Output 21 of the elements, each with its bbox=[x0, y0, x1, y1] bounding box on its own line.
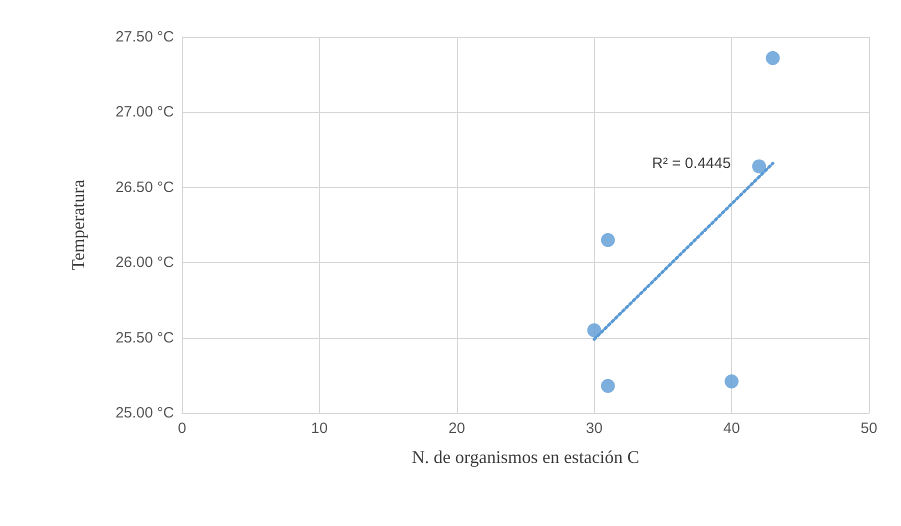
point bbox=[587, 323, 602, 338]
x-tick-label: 10 bbox=[311, 420, 328, 437]
x-tick-label: 0 bbox=[178, 420, 186, 437]
x-tick-label: 30 bbox=[586, 420, 603, 437]
x-tick-label: 40 bbox=[723, 420, 740, 437]
point bbox=[600, 233, 615, 248]
y-tick-label: 26.50 °C bbox=[115, 178, 174, 196]
y-tick-label: 25.50 °C bbox=[115, 329, 174, 346]
y-tick-label: 26.00 °C bbox=[115, 254, 174, 272]
point bbox=[766, 51, 780, 66]
point bbox=[752, 159, 766, 174]
y-tick-label: 27.00 °C bbox=[115, 104, 174, 121]
x-tick-label: 50 bbox=[860, 420, 878, 437]
x-tick-label: 20 bbox=[448, 420, 466, 437]
point bbox=[724, 374, 739, 388]
x-axis-title: N. de organismos en estación C bbox=[412, 447, 640, 467]
y-tick-label: 27.50 °C bbox=[115, 28, 174, 46]
annotation: R² = 0.4445 bbox=[652, 154, 731, 172]
y-axis-title: Temperatura bbox=[68, 180, 88, 270]
point bbox=[600, 378, 615, 393]
y-tick-label: 25.00 °C bbox=[115, 404, 174, 422]
